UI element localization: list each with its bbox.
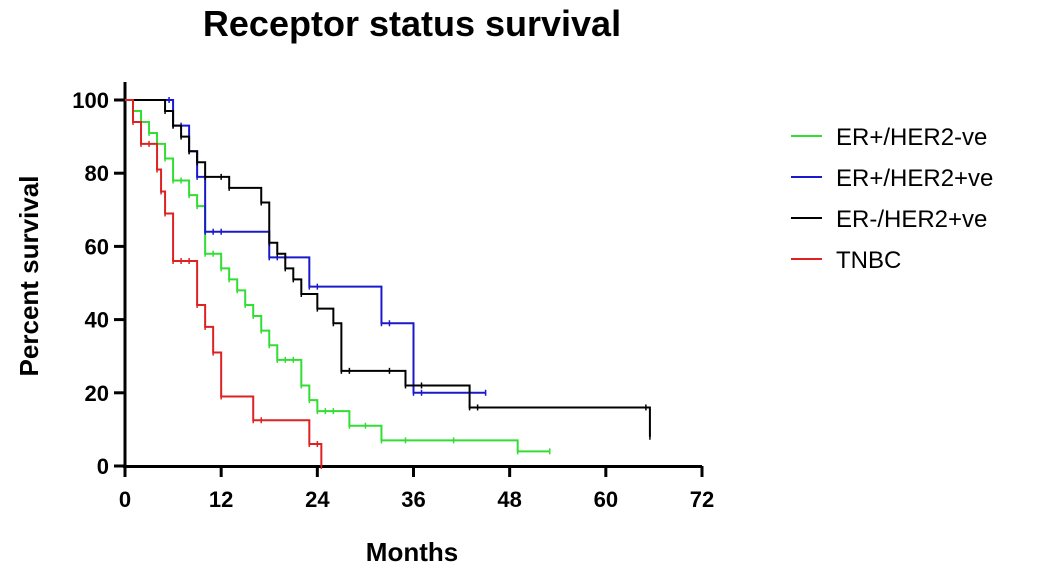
y-tick-label: 40 [85, 308, 109, 333]
series-group [125, 97, 651, 469]
x-tick-label: 60 [594, 487, 618, 512]
legend-label: ER+/HER2+ve [836, 165, 993, 192]
x-tick-label: 24 [305, 487, 330, 512]
x-tick-label: 0 [119, 487, 131, 512]
series-line-3 [125, 99, 323, 466]
axes [123, 82, 702, 468]
x-tick-label: 72 [690, 487, 714, 512]
series-line-1 [125, 99, 486, 394]
chart-title: Receptor status survival [203, 3, 621, 44]
legend-label: ER-/HER2+ve [836, 206, 987, 233]
x-axis-title: Months [366, 537, 458, 567]
x-tick-label: 36 [401, 487, 425, 512]
y-tick-label: 20 [85, 381, 109, 406]
tick-group: 0 12 24 36 48 60 72 0 20 40 60 80 100 [72, 88, 714, 512]
y-tick-label: 100 [72, 88, 109, 113]
y-tick-label: 0 [97, 454, 109, 479]
x-tick-label: 12 [209, 487, 233, 512]
legend-label: TNBC [836, 247, 901, 274]
series-line-2 [125, 99, 651, 437]
legend: ER+/HER2-ve ER+/HER2+ve ER-/HER2+ve TNBC [791, 124, 993, 274]
y-axis-title: Percent survival [14, 176, 44, 377]
y-tick-label: 60 [85, 234, 109, 259]
legend-label: ER+/HER2-ve [836, 124, 987, 151]
x-tick-label: 48 [497, 487, 521, 512]
y-tick-label: 80 [85, 161, 109, 186]
